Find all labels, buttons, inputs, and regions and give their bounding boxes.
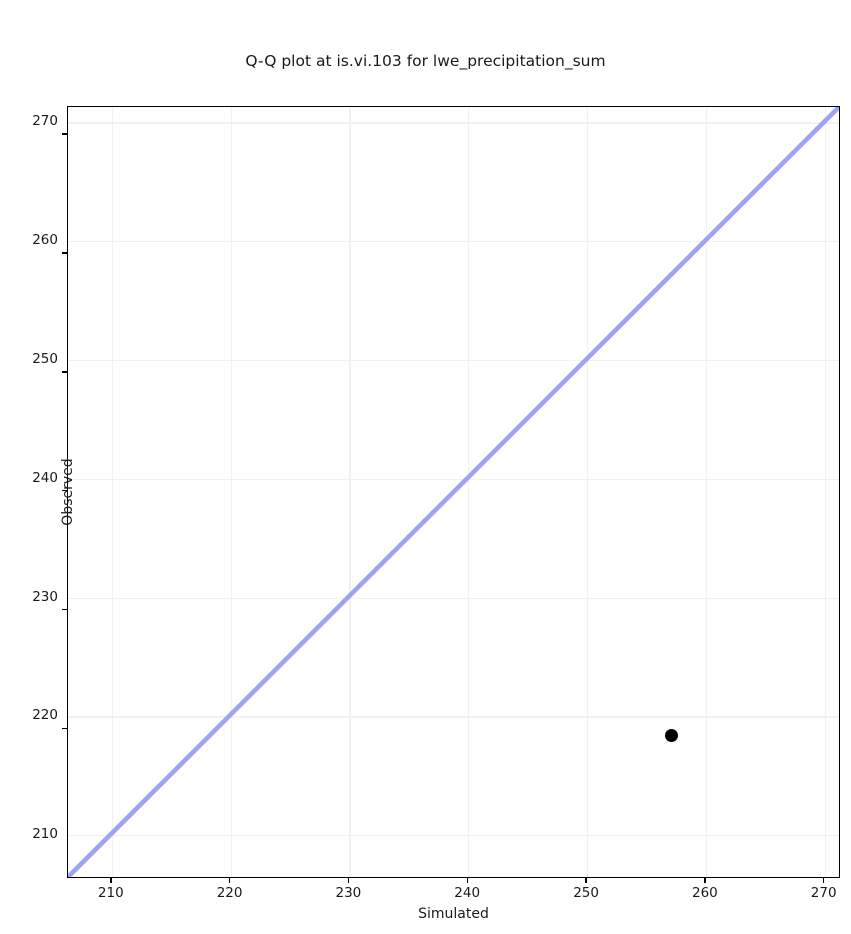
y-axis-tick-label: 220 xyxy=(32,707,58,724)
gridline-vertical xyxy=(468,107,470,877)
x-axis-tick xyxy=(823,878,825,883)
y-axis-tick-label: 270 xyxy=(32,113,58,130)
gridline-vertical xyxy=(349,107,351,877)
x-axis-tick-label: 230 xyxy=(335,885,362,901)
x-axis-tick-label: 260 xyxy=(692,885,718,901)
x-axis-label: Simulated xyxy=(418,906,489,922)
y-axis-tick-label: 210 xyxy=(32,826,58,843)
gridline-horizontal xyxy=(68,478,839,481)
chart-title-line-1: Q-Q plot at is.vi.103 for lwe_precipitat… xyxy=(245,52,606,70)
x-axis-tick xyxy=(466,878,468,883)
gridline-vertical xyxy=(705,107,708,877)
gridline-horizontal xyxy=(68,597,839,599)
plot-area xyxy=(67,106,840,878)
gridline-vertical xyxy=(111,107,114,877)
y-axis-tick xyxy=(62,727,67,729)
x-axis-tick xyxy=(110,878,112,883)
x-axis-tick-label: 220 xyxy=(216,885,243,901)
gridline-horizontal xyxy=(68,716,839,718)
gridline-vertical xyxy=(230,107,232,877)
x-axis-tick xyxy=(704,878,706,883)
x-axis-tick xyxy=(228,878,231,883)
gridline-horizontal xyxy=(68,122,839,124)
y-axis-tick xyxy=(62,608,67,611)
y-axis-tick xyxy=(62,252,67,254)
gridline-horizontal xyxy=(68,835,839,837)
x-axis-tick-label: 240 xyxy=(454,885,481,901)
y-axis-tick xyxy=(62,133,67,135)
gridline-vertical xyxy=(587,107,589,877)
x-axis-tick-label: 210 xyxy=(97,885,124,901)
x-axis-tick xyxy=(585,878,587,883)
y-axis-tick-label: 260 xyxy=(32,232,58,249)
y-axis-tick xyxy=(62,489,67,492)
x-axis-tick-label: 250 xyxy=(573,885,599,901)
gridline-horizontal xyxy=(68,359,839,362)
y-axis-tick-label: 250 xyxy=(32,350,58,367)
y-axis-tick xyxy=(62,371,67,373)
y-axis-tick-label: 230 xyxy=(32,588,58,605)
y-axis-tick-label: 240 xyxy=(32,469,58,486)
gridline-horizontal xyxy=(68,241,839,243)
gridline-vertical xyxy=(824,107,826,877)
x-axis-tick xyxy=(347,878,350,883)
reference-line xyxy=(68,107,839,877)
x-axis-tick-label: 270 xyxy=(810,885,837,901)
data-point-marker xyxy=(665,729,679,743)
y-axis-label: Observed xyxy=(60,458,76,526)
